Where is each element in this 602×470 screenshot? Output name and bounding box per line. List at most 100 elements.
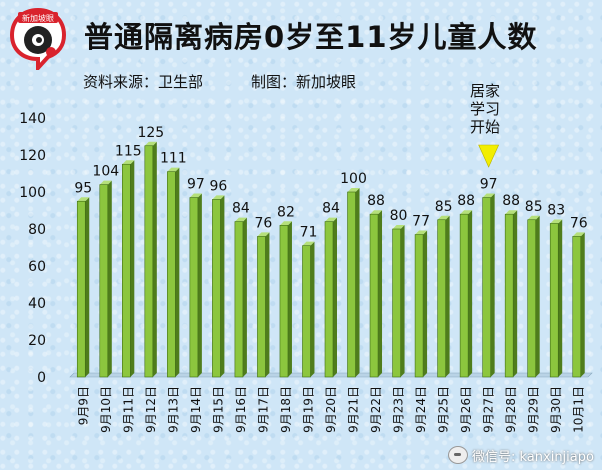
bar-side [378,210,383,377]
bar-value-label: 84 [232,201,250,217]
bar-top [325,217,337,222]
bar-top [122,160,135,165]
bar-side [242,217,247,377]
x-tick-label: 9月17日 [256,386,270,433]
bar-value-label: 88 [502,193,520,209]
x-tick-label: 9月20日 [324,386,338,433]
bar-value-label: 125 [137,125,164,141]
bar-top [189,193,202,198]
bar [549,223,559,378]
bar [392,228,401,378]
bar-side [513,210,518,377]
wechat-icon [448,446,468,464]
x-tick-label: 9月19日 [301,386,315,433]
annotation-marker-icon [478,144,500,168]
bar-top [77,197,90,202]
bar-value-label: 80 [390,208,408,224]
bar-value-label: 97 [187,177,205,193]
logo-text: 新加坡眼 [22,13,54,23]
bar-top [212,195,225,200]
x-tick-label: 9月22日 [369,386,383,433]
bar-side [85,197,90,377]
x-tick-label: 9月11日 [121,386,135,433]
bar-top [144,141,157,146]
bar-side [265,232,270,377]
watermark-text: 微信号: kanxinjiapo [472,449,594,465]
annotation-label: 居家 学习 开始 [460,82,510,136]
bar-value-label: 115 [115,143,142,159]
bar [482,197,491,378]
bar [212,199,221,378]
bar-top [257,232,270,237]
bar [504,213,514,378]
x-tick-label: 9月9日 [76,386,90,425]
bar-side [220,195,225,377]
bar-side [468,210,473,377]
bar-top [279,221,292,226]
bar-top [460,210,473,215]
annotation-line: 学习 [469,100,500,118]
bar-side [333,217,337,377]
bar-top [234,217,247,222]
x-tick-label: 9月23日 [392,386,406,433]
bar-side [580,232,585,377]
watermark: 微信号: kanxinjiapo [448,444,598,466]
x-tick-label: 9月21日 [347,386,361,433]
bar-top [167,167,180,172]
bar-top [99,180,112,185]
x-tick-label: 9月10日 [99,386,113,433]
bar [347,191,356,378]
bar-side [197,193,202,377]
bar-value-label: 97 [480,177,498,193]
bar-value-label: 100 [340,171,367,187]
y-tick-label: 40 [28,296,46,312]
x-tick-label: 9月30日 [549,386,563,433]
y-tick-label: 100 [19,185,46,201]
bar-value-label: 88 [367,193,385,209]
bar-value-label: 95 [74,180,92,196]
bar [414,234,424,378]
bar-value-label: 71 [300,225,318,241]
bar [459,213,469,378]
bar [302,245,311,378]
x-tick-label: 9月16日 [234,386,248,433]
y-tick-label: 80 [28,222,46,238]
bar-side [423,230,428,377]
bar-value-label: 76 [570,215,588,231]
bar-side [490,193,495,377]
bar-value-label: 85 [525,199,543,215]
y-tick-label: 140 [19,111,46,127]
bar-side [355,188,360,377]
bar-value-label: 88 [457,193,475,209]
bar-value-label: 111 [160,151,187,167]
x-tick-label: 9月29日 [527,386,541,433]
bar-value-label: 104 [92,164,119,180]
bar [122,163,131,378]
bar-side [400,225,405,377]
bar-top [415,230,428,235]
bar-side [130,160,135,377]
bar-value-label: 85 [435,199,453,215]
logo: 新加坡眼 [9,7,67,70]
bar-side [558,219,563,377]
bar-top [505,210,518,215]
bar [527,219,536,378]
bar-value-label: 76 [255,215,273,231]
bar-top [550,219,563,224]
y-tick-label: 120 [19,148,46,164]
chart-credit: 制图：新加坡眼 [251,73,357,91]
x-tick-label: 9月26日 [459,386,473,433]
bar [257,236,266,378]
bar [144,145,154,378]
bar [99,184,109,378]
bar-top [347,188,360,192]
x-tick-label: 9月25日 [437,386,451,433]
bar [369,213,379,378]
bar-side [152,141,157,377]
bar [76,200,86,378]
bar-value-label: 77 [412,214,430,230]
bar-value-label: 82 [277,204,295,220]
bar-side [535,215,540,377]
bar [189,197,199,378]
